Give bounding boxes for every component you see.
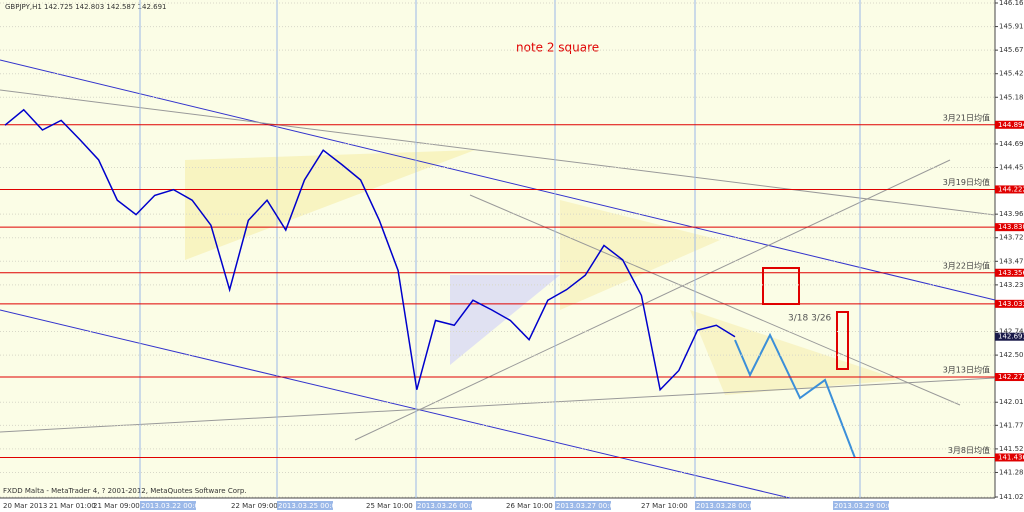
y-tick-label: 145.915 <box>999 23 1024 31</box>
y-tick-label: 142.745 <box>999 328 1024 336</box>
symbol-header: GBPJPY,H1 142.725 142.803 142.587 142.69… <box>5 3 167 11</box>
zone <box>450 275 560 365</box>
x-tick-label: 2013.03.29 00:00 <box>834 502 896 510</box>
trend-line <box>0 59 996 301</box>
x-tick-label: 21 Mar 09:00 <box>93 502 140 510</box>
trend-line <box>469 194 961 406</box>
level-label: 143.033 <box>998 300 1024 308</box>
y-tick-label: 141.025 <box>999 493 1024 501</box>
level-note: 3月21日均值 <box>943 112 990 122</box>
y-tick-label: 145.425 <box>999 70 1024 78</box>
price-line <box>4 108 736 392</box>
y-tick-label: 143.230 <box>999 281 1024 289</box>
y-tick-label: 145.670 <box>999 46 1024 54</box>
price-axis <box>995 0 1024 512</box>
level-note: 3月22日均值 <box>943 260 990 270</box>
highlight-box <box>836 311 849 370</box>
y-tick-label: 144.450 <box>999 164 1024 172</box>
x-tick-label: 2013.03.25 00:00 <box>278 502 340 510</box>
x-tick-label: 21 Mar 01:00 <box>49 502 96 510</box>
x-tick-label: 2013.03.27 00:00 <box>556 502 618 510</box>
y-tick-label: 146.160 <box>999 0 1024 7</box>
y-tick-label: 144.695 <box>999 140 1024 148</box>
x-tick-label: 26 Mar 10:00 <box>506 502 553 510</box>
level-badge <box>995 453 1024 462</box>
y-tick-label: 141.280 <box>999 468 1024 476</box>
current-price: 142.691 <box>998 333 1024 341</box>
x-tick-label: 25 Mar 10:00 <box>366 502 413 510</box>
level-badge <box>995 223 1024 232</box>
y-tick-label: 141.525 <box>999 445 1024 453</box>
date-badge <box>277 501 333 510</box>
current-badge <box>995 332 1024 341</box>
y-tick-label: 142.500 <box>999 351 1024 359</box>
level-badge <box>995 268 1024 277</box>
level-label: 144.222 <box>998 185 1024 193</box>
level-label: 141.436 <box>998 453 1024 461</box>
level-badge <box>995 373 1024 382</box>
x-tick-label: 2013.03.28 00:00 <box>696 502 758 510</box>
x-tick-label: 2013.03.26 00:00 <box>417 502 479 510</box>
y-tick-label: 141.770 <box>999 421 1024 429</box>
date-badge <box>140 501 196 510</box>
zone <box>690 310 900 395</box>
y-tick-label: 143.965 <box>999 210 1024 218</box>
trend-line <box>354 159 951 441</box>
level-badge <box>995 299 1024 308</box>
level-note: 3月8日均值 <box>948 445 990 455</box>
level-label: 144.894 <box>998 121 1024 129</box>
y-tick-label: 145.180 <box>999 93 1024 101</box>
x-tick-label: 22 Mar 09:00 <box>231 502 278 510</box>
plot-area <box>0 0 995 498</box>
level-label: 143.356 <box>998 269 1024 277</box>
level-label: 142.272 <box>998 373 1024 381</box>
date-badge <box>833 501 889 510</box>
level-note: 3月13日均值 <box>943 365 990 375</box>
footer: FXDD Malta - MetaTrader 4, ? 2001-2012, … <box>3 487 247 495</box>
level-label: 143.830 <box>998 223 1024 231</box>
date-badge <box>416 501 472 510</box>
date-badge <box>555 501 611 510</box>
x-tick-label: 27 Mar 10:00 <box>641 502 688 510</box>
level-note: 3月19日均值 <box>943 177 990 187</box>
zone <box>185 150 475 260</box>
forecast-path <box>734 332 856 459</box>
range-note: 3/18 3/26 <box>788 314 832 324</box>
y-tick-label: 143.720 <box>999 234 1024 242</box>
trend-line <box>0 377 996 433</box>
date-badge <box>695 501 751 510</box>
level-badge <box>995 120 1024 129</box>
annotation: note 2 square <box>516 41 599 55</box>
y-tick-label: 143.475 <box>999 257 1024 265</box>
level-badge <box>995 185 1024 194</box>
x-tick-label: 2013.03.22 00:00 <box>141 502 203 510</box>
trend-line <box>0 89 996 216</box>
y-tick-label: 142.010 <box>999 398 1024 406</box>
trend-line <box>0 309 791 499</box>
x-tick-label: 20 Mar 2013 <box>3 502 47 510</box>
